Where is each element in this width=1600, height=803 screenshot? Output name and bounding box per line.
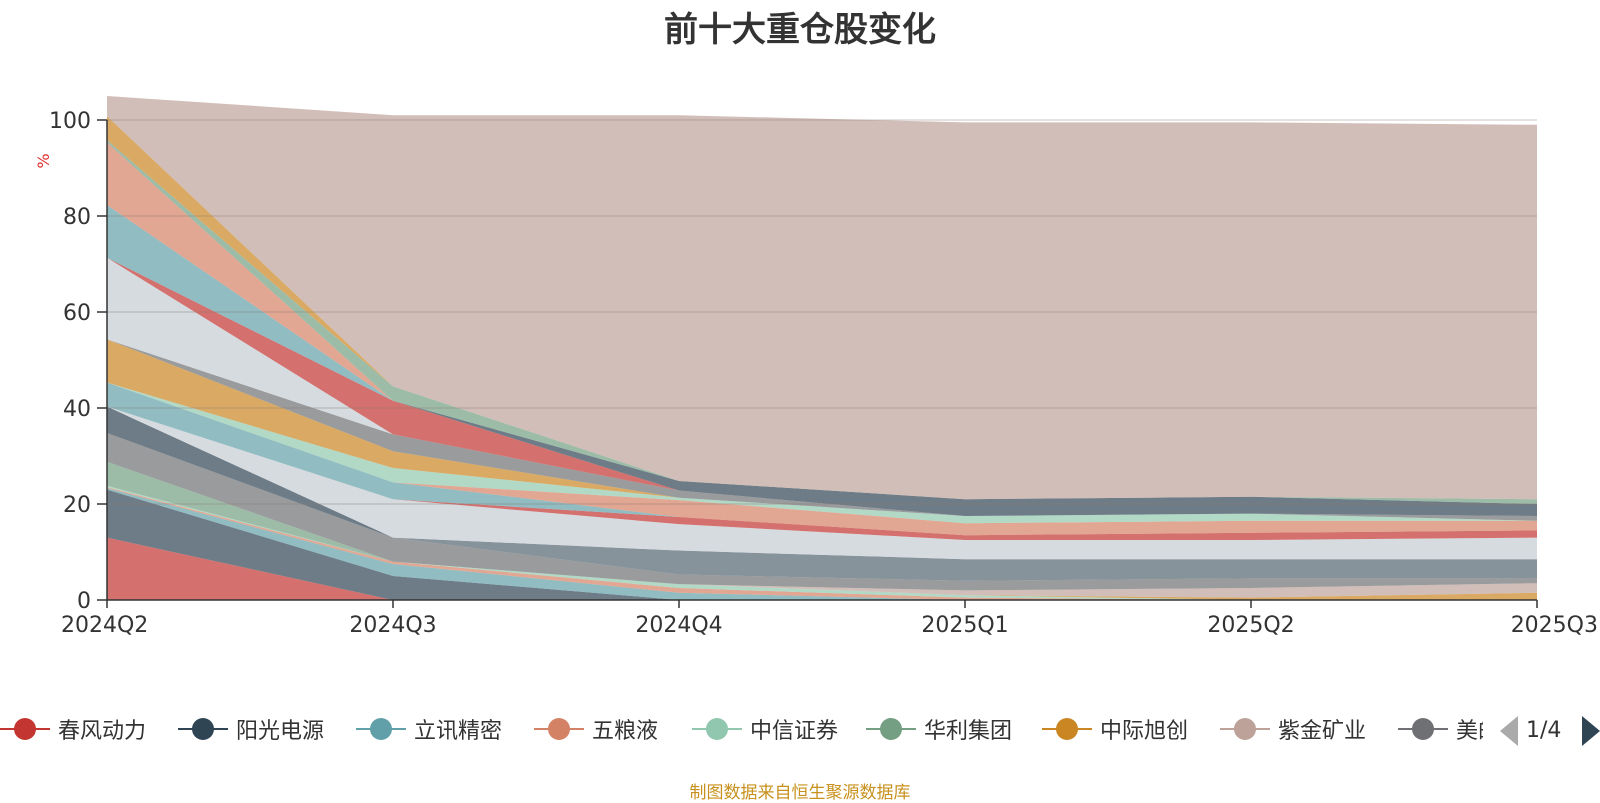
area-layers: [107, 96, 1537, 600]
y-tick-label: 20: [63, 493, 91, 518]
legend-marker-icon: [356, 718, 406, 740]
area-series-28: [107, 96, 1537, 500]
legend-item[interactable]: 春风动力: [0, 702, 146, 756]
x-tick-label: 2024Q4: [635, 613, 722, 638]
x-tick-label: 2025Q3: [1511, 613, 1598, 638]
area-series-16: [107, 382, 1537, 536]
legend-label: 阳光电源: [236, 719, 325, 744]
legend-marker-icon: [178, 718, 228, 740]
y-tick-label: 0: [77, 589, 91, 614]
legend-page-indicator: 1/4: [1526, 718, 1562, 743]
legend-item[interactable]: 中际旭创: [1042, 702, 1188, 756]
legend-pager: 1/4: [1500, 716, 1600, 746]
grid-lines: [107, 119, 1537, 505]
stacked-area-chart: 0 20 40 60 80 100 2024Q2 2024Q3 2024Q4 2025Q1 2025…: [34, 96, 1598, 638]
x-tick-label: 2025Q1: [921, 613, 1008, 638]
legend-label: 华利集团: [924, 719, 1013, 744]
y-tick-label: 80: [63, 205, 91, 230]
data-source-note: 制图数据来自恒生聚源数据库: [689, 783, 911, 803]
y-tick-label: 60: [63, 301, 91, 326]
legend-label: 中信证券: [750, 719, 839, 744]
x-tick-label: 2024Q2: [61, 613, 148, 638]
legend-marker-icon: [692, 718, 742, 740]
legend-label: 五粮液: [592, 719, 659, 744]
legend-marker-icon: [866, 718, 916, 740]
legend-item[interactable]: 紫金矿业: [1220, 702, 1366, 756]
legend-marker-icon: [1220, 718, 1270, 740]
legend-prev-page-icon[interactable]: [1500, 716, 1518, 746]
area-series-1: [107, 537, 1537, 600]
axes: 0 20 40 60 80 100 2024Q2 2024Q3 2024Q4 2025Q1 2025…: [49, 109, 1598, 638]
legend-label: 紫金矿业: [1278, 719, 1367, 744]
legend-item[interactable]: 立讯精密: [356, 702, 502, 756]
legend-item[interactable]: 华利集团: [866, 702, 1012, 756]
legend-marker-icon: [0, 718, 50, 740]
area-series-3: [107, 488, 1537, 600]
area-series-9: [107, 432, 1537, 591]
legend-marker-icon: [1042, 718, 1092, 740]
legend-label: 美的集团: [1456, 719, 1483, 744]
x-tick-label: 2025Q2: [1207, 613, 1294, 638]
x-tick-label: 2024Q3: [349, 613, 436, 638]
legend-item[interactable]: 美的集团: [1398, 702, 1483, 756]
area-series-10: [107, 432, 1537, 581]
legend-item[interactable]: 中信证券: [692, 702, 838, 756]
area-series-26: [107, 140, 1537, 504]
y-tick-label: 100: [49, 109, 91, 134]
legend-items: 春风动力 阳光电源 立讯精密 五粮液 中信证券 华利集团 中际旭创 紫金矿业 美的集团: [0, 702, 1483, 756]
legend-marker-icon: [1398, 718, 1448, 740]
legend-next-page-icon[interactable]: [1582, 716, 1600, 746]
y-tick-label: 40: [63, 397, 91, 422]
area-series-19: [107, 339, 1537, 521]
area-series-14: [107, 406, 1537, 560]
legend-marker-icon: [534, 718, 584, 740]
legend: 春风动力 阳光电源 立讯精密 五粮液 中信证券 华利集团 中际旭创 紫金矿业 美的集团: [0, 702, 1600, 756]
legend-item[interactable]: 五粮液: [534, 702, 658, 756]
legend-label: 中际旭创: [1100, 719, 1189, 744]
y-axis-label: %: [34, 153, 53, 168]
legend-label: 立讯精密: [414, 719, 503, 744]
chart-title: 前十大重仓股变化: [664, 10, 936, 50]
legend-item[interactable]: 阳光电源: [178, 702, 324, 756]
legend-label: 春风动力: [58, 719, 147, 744]
